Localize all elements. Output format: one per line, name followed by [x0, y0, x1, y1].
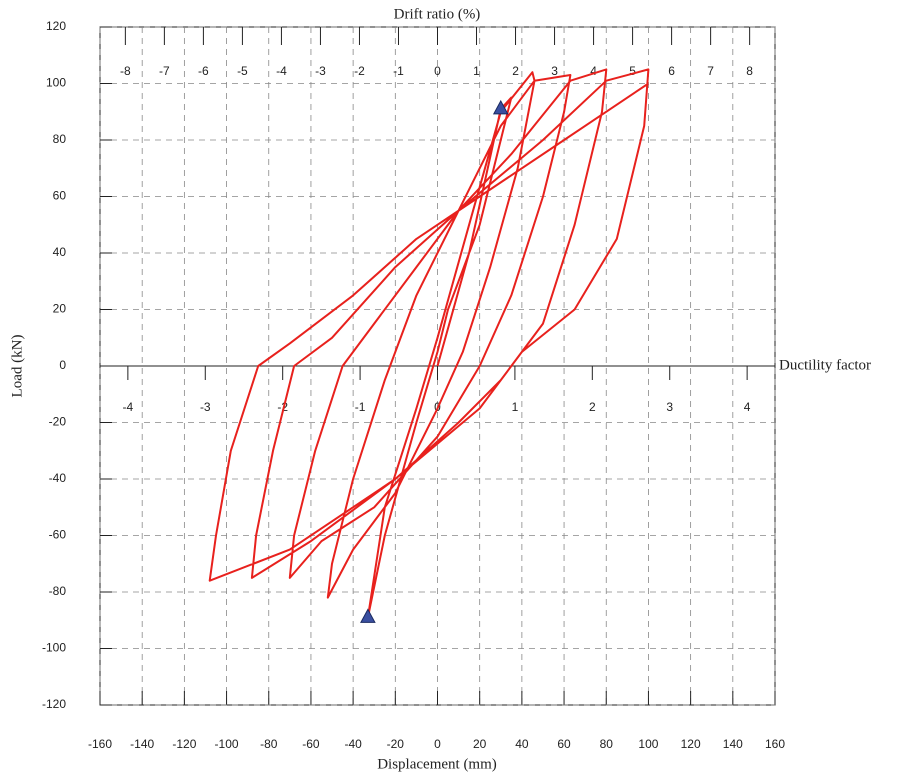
- x-tick-label: 120: [681, 737, 701, 751]
- ductility-axis-title: Ductility factor: [779, 357, 871, 373]
- x-tick-label: -100: [215, 737, 239, 751]
- x-tick-label: 20: [473, 737, 487, 751]
- y-tick-label: 60: [53, 189, 67, 203]
- x-axis-title: Displacement (mm): [377, 756, 497, 772]
- x-tick-label: -80: [260, 737, 278, 751]
- drift-tick-label: -7: [159, 64, 170, 78]
- x-tick-label: 140: [723, 737, 743, 751]
- y-tick-label: 0: [59, 358, 66, 372]
- ductility-tick-label: -4: [123, 400, 134, 414]
- x-tick-label: -40: [344, 737, 362, 751]
- drift-tick-label: 2: [512, 64, 519, 78]
- x-tick-label: 100: [638, 737, 658, 751]
- drift-tick-label: -3: [315, 64, 326, 78]
- y-tick-label: 20: [53, 302, 67, 316]
- drift-tick-label: 5: [629, 64, 636, 78]
- x-tick-label: 80: [600, 737, 614, 751]
- drift-tick-label: 3: [551, 64, 558, 78]
- drift-tick-label: -4: [276, 64, 287, 78]
- hysteresis-line: [210, 69, 649, 617]
- drift-tick-label: -2: [354, 64, 365, 78]
- ductility-tick-label: 1: [512, 400, 519, 414]
- drift-tick-label: 8: [746, 64, 753, 78]
- drift-tick-label: -5: [237, 64, 248, 78]
- x-tick-label: -160: [88, 737, 112, 751]
- y-tick-label: -40: [49, 471, 67, 485]
- x-tick-label: -60: [302, 737, 320, 751]
- x-tick-label: -140: [130, 737, 154, 751]
- chart-title: Drift ratio (%): [394, 6, 481, 22]
- y-tick-label: -100: [42, 641, 66, 655]
- drift-tick-label: -6: [198, 64, 209, 78]
- x-tick-label: -20: [387, 737, 405, 751]
- chart: Drift ratio (%) Displacement (mm) Load (…: [0, 0, 908, 778]
- x-tick-label: 0: [434, 737, 441, 751]
- ductility-tick-label: 2: [589, 400, 596, 414]
- y-tick-label: -20: [49, 415, 67, 429]
- drift-tick-label: -8: [120, 64, 131, 78]
- ductility-tick-label: 3: [666, 400, 673, 414]
- y-tick-label: 40: [53, 245, 67, 259]
- y-tick-label: -80: [49, 584, 67, 598]
- x-tick-label: 160: [765, 737, 785, 751]
- drift-tick-label: 6: [668, 64, 675, 78]
- drift-tick-label: 4: [590, 64, 597, 78]
- y-tick-label: 100: [46, 76, 66, 90]
- y-tick-label: 120: [46, 19, 66, 33]
- y-tick-label: -60: [49, 528, 67, 542]
- ductility-tick-label: -1: [355, 400, 366, 414]
- ductility-tick-label: 4: [744, 400, 751, 414]
- x-tick-label: 60: [557, 737, 571, 751]
- yield-marker: [361, 609, 375, 622]
- drift-tick-label: 1: [473, 64, 480, 78]
- x-tick-label: -120: [172, 737, 196, 751]
- drift-tick-label: -1: [393, 64, 404, 78]
- drift-tick-label: 7: [707, 64, 714, 78]
- y-tick-label: -120: [42, 697, 66, 711]
- ductility-tick-label: -3: [200, 400, 211, 414]
- y-tick-label: 80: [53, 132, 67, 146]
- drift-tick-label: 0: [434, 64, 441, 78]
- y-axis-title: Load (kN): [9, 335, 25, 398]
- x-tick-label: 40: [515, 737, 529, 751]
